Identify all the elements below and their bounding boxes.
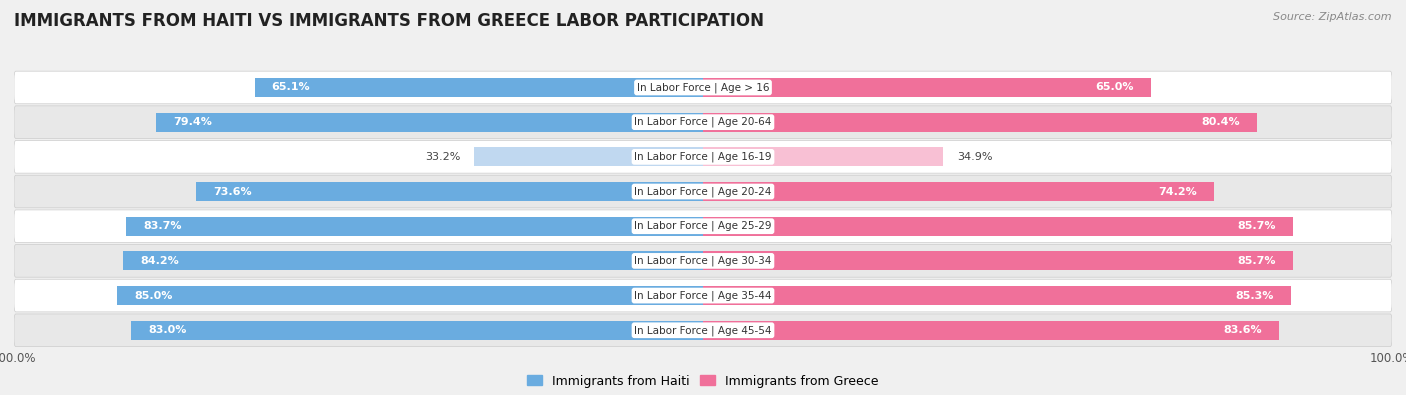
Bar <box>127 217 703 236</box>
Text: 34.9%: 34.9% <box>957 152 993 162</box>
FancyBboxPatch shape <box>14 175 1392 208</box>
Text: 85.0%: 85.0% <box>135 291 173 301</box>
Text: IMMIGRANTS FROM HAITI VS IMMIGRANTS FROM GREECE LABOR PARTICIPATION: IMMIGRANTS FROM HAITI VS IMMIGRANTS FROM… <box>14 12 763 30</box>
Bar <box>117 286 703 305</box>
Text: 85.7%: 85.7% <box>1237 256 1277 266</box>
Bar <box>703 286 1291 305</box>
Text: 73.6%: 73.6% <box>214 186 252 197</box>
Text: 85.7%: 85.7% <box>1237 221 1277 231</box>
Text: 85.3%: 85.3% <box>1234 291 1274 301</box>
FancyBboxPatch shape <box>14 71 1392 104</box>
Bar <box>122 251 703 271</box>
FancyBboxPatch shape <box>14 141 1392 173</box>
Bar <box>195 182 703 201</box>
Bar <box>703 217 1294 236</box>
Text: 83.6%: 83.6% <box>1223 325 1261 335</box>
Text: In Labor Force | Age 20-24: In Labor Force | Age 20-24 <box>634 186 772 197</box>
Text: 74.2%: 74.2% <box>1159 186 1197 197</box>
Bar <box>703 251 1294 271</box>
FancyBboxPatch shape <box>14 106 1392 139</box>
FancyBboxPatch shape <box>14 245 1392 277</box>
Text: In Labor Force | Age 20-64: In Labor Force | Age 20-64 <box>634 117 772 128</box>
Text: 80.4%: 80.4% <box>1201 117 1240 127</box>
Text: 65.1%: 65.1% <box>271 83 311 92</box>
Text: 79.4%: 79.4% <box>173 117 212 127</box>
Text: In Labor Force | Age 25-29: In Labor Force | Age 25-29 <box>634 221 772 231</box>
Text: In Labor Force | Age 16-19: In Labor Force | Age 16-19 <box>634 152 772 162</box>
Text: 65.0%: 65.0% <box>1095 83 1133 92</box>
Text: Source: ZipAtlas.com: Source: ZipAtlas.com <box>1274 12 1392 22</box>
Legend: Immigrants from Haiti, Immigrants from Greece: Immigrants from Haiti, Immigrants from G… <box>523 370 883 393</box>
Text: In Labor Force | Age 30-34: In Labor Force | Age 30-34 <box>634 256 772 266</box>
Text: 84.2%: 84.2% <box>141 256 179 266</box>
FancyBboxPatch shape <box>14 210 1392 243</box>
Bar <box>703 113 1257 132</box>
Bar <box>703 321 1279 340</box>
Bar <box>703 182 1215 201</box>
Bar <box>474 147 703 166</box>
Text: In Labor Force | Age > 16: In Labor Force | Age > 16 <box>637 82 769 93</box>
Bar <box>131 321 703 340</box>
FancyBboxPatch shape <box>14 314 1392 346</box>
Bar <box>703 147 943 166</box>
Text: 33.2%: 33.2% <box>425 152 461 162</box>
Text: 83.0%: 83.0% <box>149 325 187 335</box>
Bar <box>254 78 703 97</box>
Bar <box>703 78 1152 97</box>
Text: 83.7%: 83.7% <box>143 221 183 231</box>
Text: In Labor Force | Age 35-44: In Labor Force | Age 35-44 <box>634 290 772 301</box>
FancyBboxPatch shape <box>14 279 1392 312</box>
Bar <box>156 113 703 132</box>
Text: In Labor Force | Age 45-54: In Labor Force | Age 45-54 <box>634 325 772 335</box>
